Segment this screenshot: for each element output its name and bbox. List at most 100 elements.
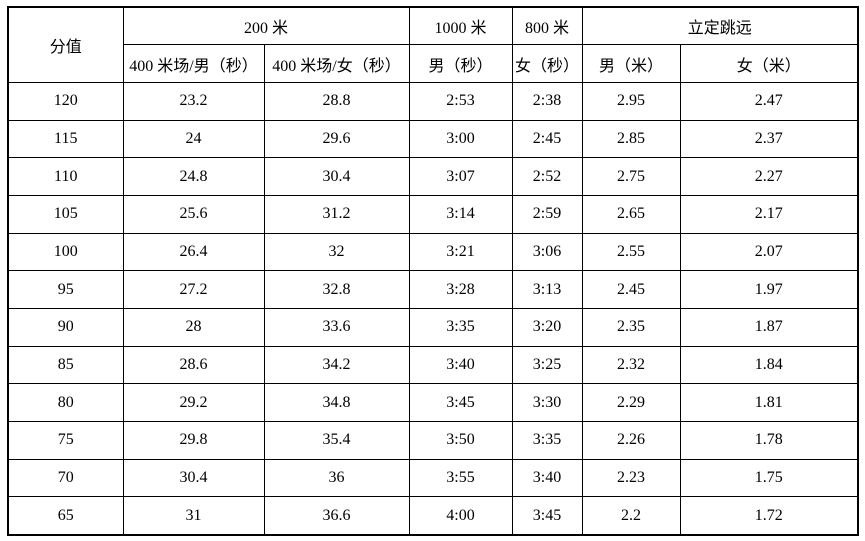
cell-score: 100 (7, 232, 124, 272)
cell-jump-female: 1.97 (679, 270, 859, 309)
table-row: 75 29.8 35.4 3:50 3:35 2.26 1.78 (7, 421, 859, 460)
cell-run200-female: 34.8 (263, 383, 410, 423)
table-row: 65 31 36.6 4:00 3:45 2.2 1.72 (7, 496, 859, 536)
cell-run200-male: 23.2 (122, 81, 265, 121)
table-row: 115 24 29.6 3:00 2:45 2.85 2.37 (7, 119, 859, 159)
table-row: 85 28.6 34.2 3:40 3:25 2.32 1.84 (7, 345, 859, 385)
cell-jump-male: 2.65 (581, 194, 681, 234)
cell-run1000-male: 3:50 (408, 421, 513, 460)
cell-run800-female: 3:40 (511, 458, 583, 498)
cell-run200-female: 30.4 (263, 157, 410, 196)
header-jump-male: 男（米） (581, 44, 681, 83)
cell-run200-female: 34.2 (263, 345, 410, 385)
cell-run200-male: 26.4 (122, 232, 265, 272)
header-jump-female: 女（米） (679, 44, 859, 83)
cell-run800-female: 2:52 (511, 157, 583, 196)
cell-jump-male: 2.75 (581, 157, 681, 196)
header-row-groups: 分值 200 米 1000 米 800 米 立定跳远 (7, 6, 859, 83)
header-run800-group: 800 米 (511, 6, 583, 46)
header-jump-group: 立定跳远 (581, 6, 859, 46)
cell-run200-male: 30.4 (122, 458, 265, 498)
cell-jump-male: 2.32 (581, 345, 681, 385)
table-row: 110 24.8 30.4 3:07 2:52 2.75 2.27 (7, 157, 859, 196)
cell-run200-male: 24 (122, 119, 265, 159)
cell-run800-female: 3:35 (511, 421, 583, 460)
cell-run200-male: 27.2 (122, 270, 265, 309)
cell-run800-female: 3:20 (511, 308, 583, 347)
cell-jump-male: 2.45 (581, 270, 681, 309)
cell-run1000-male: 2:53 (408, 81, 513, 121)
cell-jump-female: 1.87 (679, 308, 859, 347)
cell-score: 65 (7, 496, 124, 536)
table-row: 100 26.4 32 3:21 3:06 2.55 2.07 (7, 232, 859, 272)
cell-score: 80 (7, 383, 124, 423)
table-header: 分值 200 米 1000 米 800 米 立定跳远 400 米场/男（秒） 4… (7, 6, 859, 83)
cell-run200-female: 31.2 (263, 194, 410, 234)
cell-jump-male: 2.85 (581, 119, 681, 159)
cell-run800-female: 3:45 (511, 496, 583, 536)
table-row: 90 28 33.6 3:35 3:20 2.35 1.87 (7, 308, 859, 347)
table-row: 95 27.2 32.8 3:28 3:13 2.45 1.97 (7, 270, 859, 309)
cell-jump-female: 1.81 (679, 383, 859, 423)
cell-jump-female: 1.78 (679, 421, 859, 460)
cell-run800-female: 3:25 (511, 345, 583, 385)
header-run200-female: 400 米场/女（秒） (263, 44, 410, 83)
cell-run1000-male: 3:00 (408, 119, 513, 159)
cell-run200-male: 25.6 (122, 194, 265, 234)
cell-run200-female: 33.6 (263, 308, 410, 347)
cell-score: 105 (7, 194, 124, 234)
cell-run800-female: 3:13 (511, 270, 583, 309)
cell-run200-male: 29.8 (122, 421, 265, 460)
cell-jump-female: 2.27 (679, 157, 859, 196)
cell-jump-female: 1.72 (679, 496, 859, 536)
cell-run800-female: 2:38 (511, 81, 583, 121)
cell-jump-female: 2.07 (679, 232, 859, 272)
header-row-subcolumns: 400 米场/男（秒） 400 米场/女（秒） 男（秒） 女（秒） 男（米） 女… (8, 44, 859, 83)
cell-score: 75 (7, 421, 124, 460)
cell-jump-male: 2.23 (581, 458, 681, 498)
cell-jump-female: 2.17 (679, 194, 859, 234)
cell-run1000-male: 3:45 (408, 383, 513, 423)
cell-score: 90 (7, 308, 124, 347)
cell-jump-male: 2.26 (581, 421, 681, 460)
cell-score: 85 (7, 345, 124, 385)
header-run200-group: 200 米 (122, 6, 410, 46)
table-row: 105 25.6 31.2 3:14 2:59 2.65 2.17 (7, 194, 859, 234)
cell-run200-male: 29.2 (122, 383, 265, 423)
table-body: 120 23.2 28.8 2:53 2:38 2.95 2.47 115 24 29.6 3:00… (7, 81, 859, 536)
cell-score: 95 (7, 270, 124, 309)
cell-run200-female: 32.8 (263, 270, 410, 309)
cell-run200-male: 24.8 (122, 157, 265, 196)
cell-jump-female: 1.84 (679, 345, 859, 385)
header-run200-male: 400 米场/男（秒） (122, 44, 265, 83)
cell-run1000-male: 3:28 (408, 270, 513, 309)
cell-jump-female: 2.47 (679, 81, 859, 121)
cell-run800-female: 2:45 (511, 119, 583, 159)
table-row: 70 30.4 36 3:55 3:40 2.23 1.75 (7, 458, 859, 498)
cell-run200-male: 28.6 (122, 345, 265, 385)
cell-jump-male: 2.35 (581, 308, 681, 347)
cell-score: 70 (7, 458, 124, 498)
cell-jump-male: 2.95 (581, 81, 681, 121)
cell-run200-female: 36.6 (263, 496, 410, 536)
cell-run800-female: 3:06 (511, 232, 583, 272)
fitness-score-table: 分值 200 米 1000 米 800 米 立定跳远 400 米场/男（秒） 4… (7, 6, 860, 536)
cell-run200-male: 28 (122, 308, 265, 347)
cell-jump-male: 2.2 (581, 496, 681, 536)
header-run1000-group: 1000 米 (408, 6, 513, 46)
cell-run800-female: 3:30 (511, 383, 583, 423)
cell-run200-female: 29.6 (263, 119, 410, 159)
cell-score: 120 (7, 81, 124, 121)
header-run1000-male: 男（秒） (408, 44, 513, 83)
cell-jump-male: 2.29 (581, 383, 681, 423)
cell-score: 115 (7, 119, 124, 159)
header-score: 分值 (7, 6, 124, 83)
cell-run1000-male: 4:00 (408, 496, 513, 536)
cell-score: 110 (7, 157, 124, 196)
cell-run1000-male: 3:55 (408, 458, 513, 498)
table-row: 80 29.2 34.8 3:45 3:30 2.29 1.81 (7, 383, 859, 423)
cell-jump-female: 1.75 (679, 458, 859, 498)
cell-run200-female: 28.8 (263, 81, 410, 121)
cell-run1000-male: 3:21 (408, 232, 513, 272)
